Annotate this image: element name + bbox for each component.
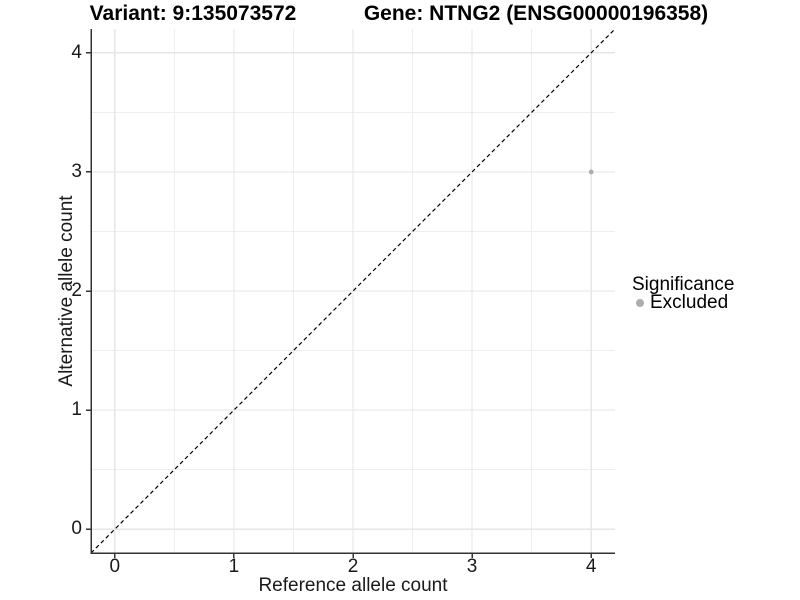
legend-item-excluded: Excluded xyxy=(632,292,734,313)
y-axis-label: Alternative allele count xyxy=(56,195,77,387)
legend: Significance Excluded xyxy=(632,275,734,312)
legend-item-label: Excluded xyxy=(650,292,729,313)
legend-title: Significance xyxy=(632,274,735,295)
gene-title: Gene: NTNG2 (ENSG00000196358) xyxy=(363,2,709,25)
legend-point-icon xyxy=(636,299,644,307)
x-axis-label: Reference allele count xyxy=(258,575,448,596)
data-point xyxy=(588,169,594,175)
variant-title: Variant: 9:135073572 xyxy=(89,2,297,25)
identity-line xyxy=(90,28,616,554)
